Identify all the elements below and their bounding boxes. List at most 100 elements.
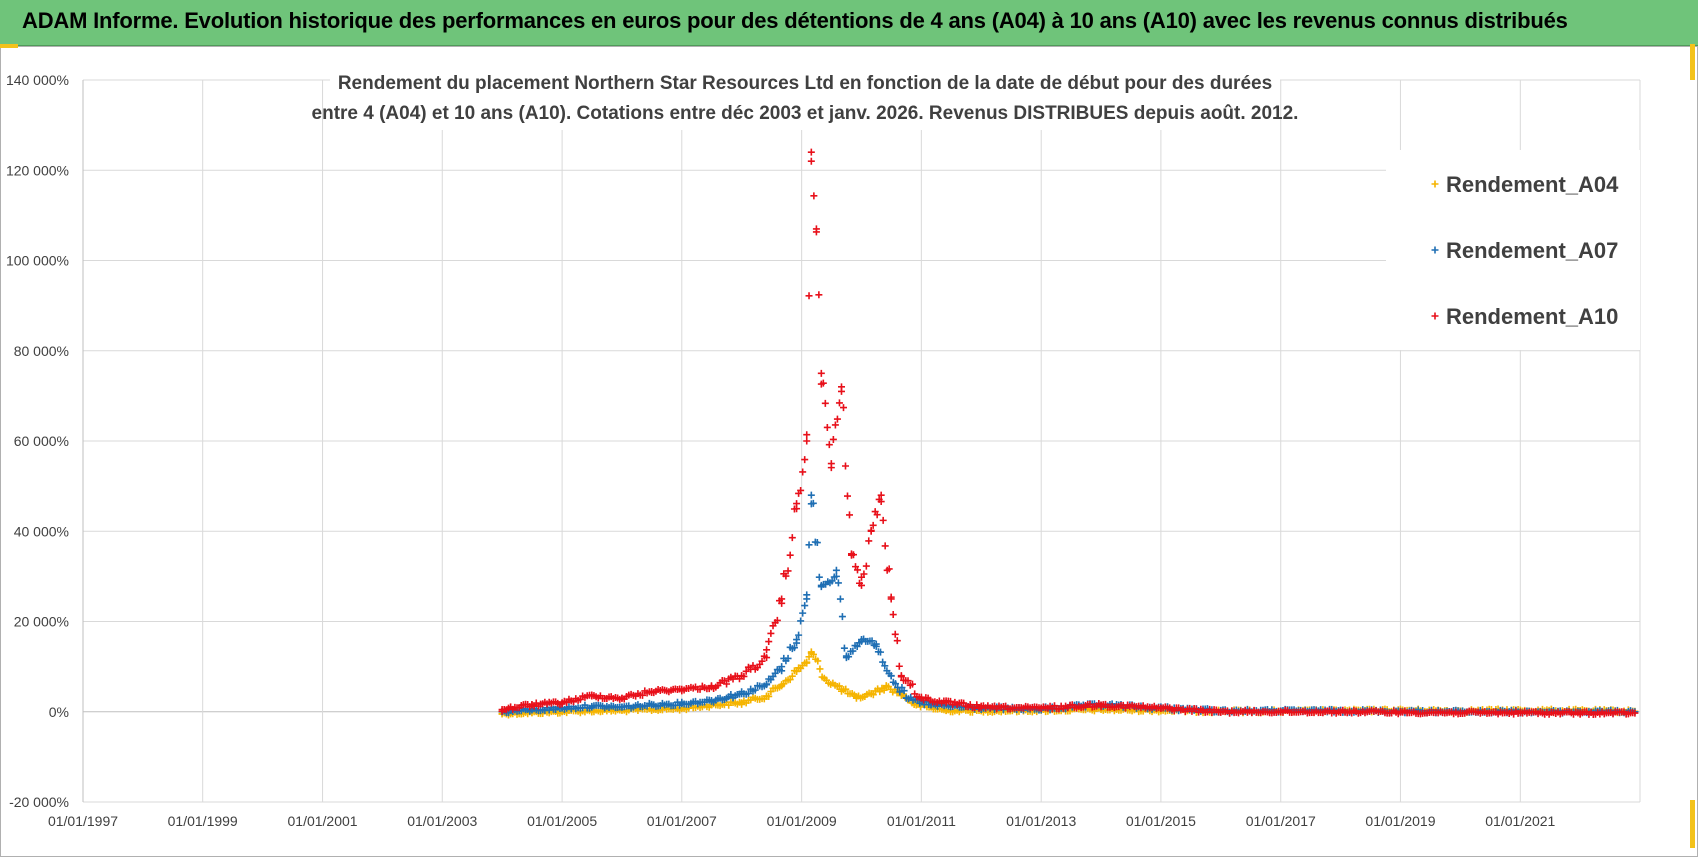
data-marker <box>832 566 840 574</box>
data-marker <box>638 691 646 699</box>
data-marker <box>767 629 775 637</box>
data-marker <box>868 637 876 645</box>
data-marker <box>881 542 889 550</box>
chart-legend: Rendement_A04 Rendement_A07 Rendement_A10 <box>1386 150 1640 350</box>
data-point <box>763 692 771 700</box>
data-marker <box>853 566 861 574</box>
data-marker <box>816 665 824 673</box>
data-marker <box>839 404 847 412</box>
data-point <box>648 687 656 695</box>
data-point <box>867 690 875 698</box>
data-point <box>1456 709 1464 717</box>
chart-title-line: entre 4 (A04) et 10 ans (A10). Cotations… <box>312 103 1299 124</box>
data-marker <box>831 421 839 429</box>
data-marker <box>815 291 823 299</box>
data-marker <box>797 617 805 625</box>
data-point <box>1576 709 1584 717</box>
data-marker <box>786 551 794 559</box>
data-point <box>738 690 746 698</box>
data-point <box>803 595 811 603</box>
chart-title: Rendement du placement Northern Star Res… <box>312 62 1299 130</box>
data-marker <box>788 534 796 542</box>
data-point <box>778 595 786 603</box>
data-marker <box>758 657 766 665</box>
data-point <box>807 157 815 165</box>
data-point <box>867 527 875 535</box>
data-point <box>858 581 865 589</box>
data-marker <box>821 399 829 407</box>
data-marker <box>810 192 818 200</box>
data-point <box>842 654 850 662</box>
data-point <box>817 581 825 589</box>
data-point <box>847 550 855 558</box>
data-marker <box>803 431 811 439</box>
data-marker <box>782 572 790 580</box>
data-point <box>827 460 835 468</box>
data-marker <box>819 379 827 387</box>
x-tick-label: 01/01/2007 <box>647 813 717 829</box>
data-point <box>897 672 905 680</box>
x-tick-label: 01/01/1997 <box>48 813 118 829</box>
data-point <box>817 369 825 377</box>
data-marker <box>807 148 815 156</box>
data-marker <box>815 573 823 581</box>
data-marker <box>843 492 851 500</box>
data-point <box>887 595 895 603</box>
y-tick-label: 80 000% <box>14 343 69 359</box>
y-tick-label: 0% <box>49 704 69 720</box>
data-point <box>803 437 811 445</box>
corner-accent-top-left <box>0 44 18 48</box>
data-point <box>707 696 715 704</box>
data-marker <box>873 511 881 519</box>
data-marker <box>879 658 887 666</box>
data-marker <box>840 644 848 652</box>
data-point <box>1097 701 1105 709</box>
data-marker <box>881 662 889 670</box>
data-point <box>858 636 865 644</box>
data-point <box>902 694 910 702</box>
legend-label: Rendement_A07 <box>1446 238 1618 263</box>
data-marker <box>773 616 781 624</box>
data-point <box>1157 704 1165 712</box>
data-marker <box>797 486 805 494</box>
data-marker <box>795 631 803 639</box>
data-marker <box>784 654 792 662</box>
data-marker <box>809 499 817 507</box>
x-tick-label: 01/01/2005 <box>527 813 597 829</box>
chart-title-line: Rendement du placement Northern Star Res… <box>338 73 1272 94</box>
data-marker <box>788 672 796 680</box>
data-marker <box>877 648 885 656</box>
data-point <box>778 663 786 671</box>
x-tick-label: 01/01/1999 <box>168 813 238 829</box>
data-marker <box>749 662 757 670</box>
data-point <box>793 505 801 513</box>
data-point <box>1337 708 1345 716</box>
x-tick-label: 01/01/2009 <box>767 813 837 829</box>
data-marker <box>801 456 809 464</box>
data-point <box>877 491 885 499</box>
corner-accent-bottom-right <box>1690 800 1695 848</box>
data-point <box>618 703 626 711</box>
data-point <box>707 683 715 691</box>
data-marker <box>879 516 887 524</box>
data-marker <box>799 609 807 617</box>
data-point <box>498 705 506 713</box>
y-tick-label: 40 000% <box>14 523 69 539</box>
series-layer <box>498 148 1639 719</box>
data-point <box>887 672 895 680</box>
data-point <box>942 699 950 707</box>
data-point <box>793 667 801 675</box>
data-marker <box>801 602 809 610</box>
data-point <box>738 672 746 680</box>
data-point <box>763 681 771 689</box>
x-tick-label: 01/01/2001 <box>288 813 358 829</box>
data-point <box>678 685 686 693</box>
data-point <box>872 640 880 648</box>
data-marker <box>823 423 831 431</box>
x-tick-label: 01/01/2021 <box>1485 813 1555 829</box>
data-point <box>528 701 536 709</box>
data-marker <box>893 637 901 645</box>
data-point <box>778 681 786 689</box>
data-point <box>852 694 860 702</box>
